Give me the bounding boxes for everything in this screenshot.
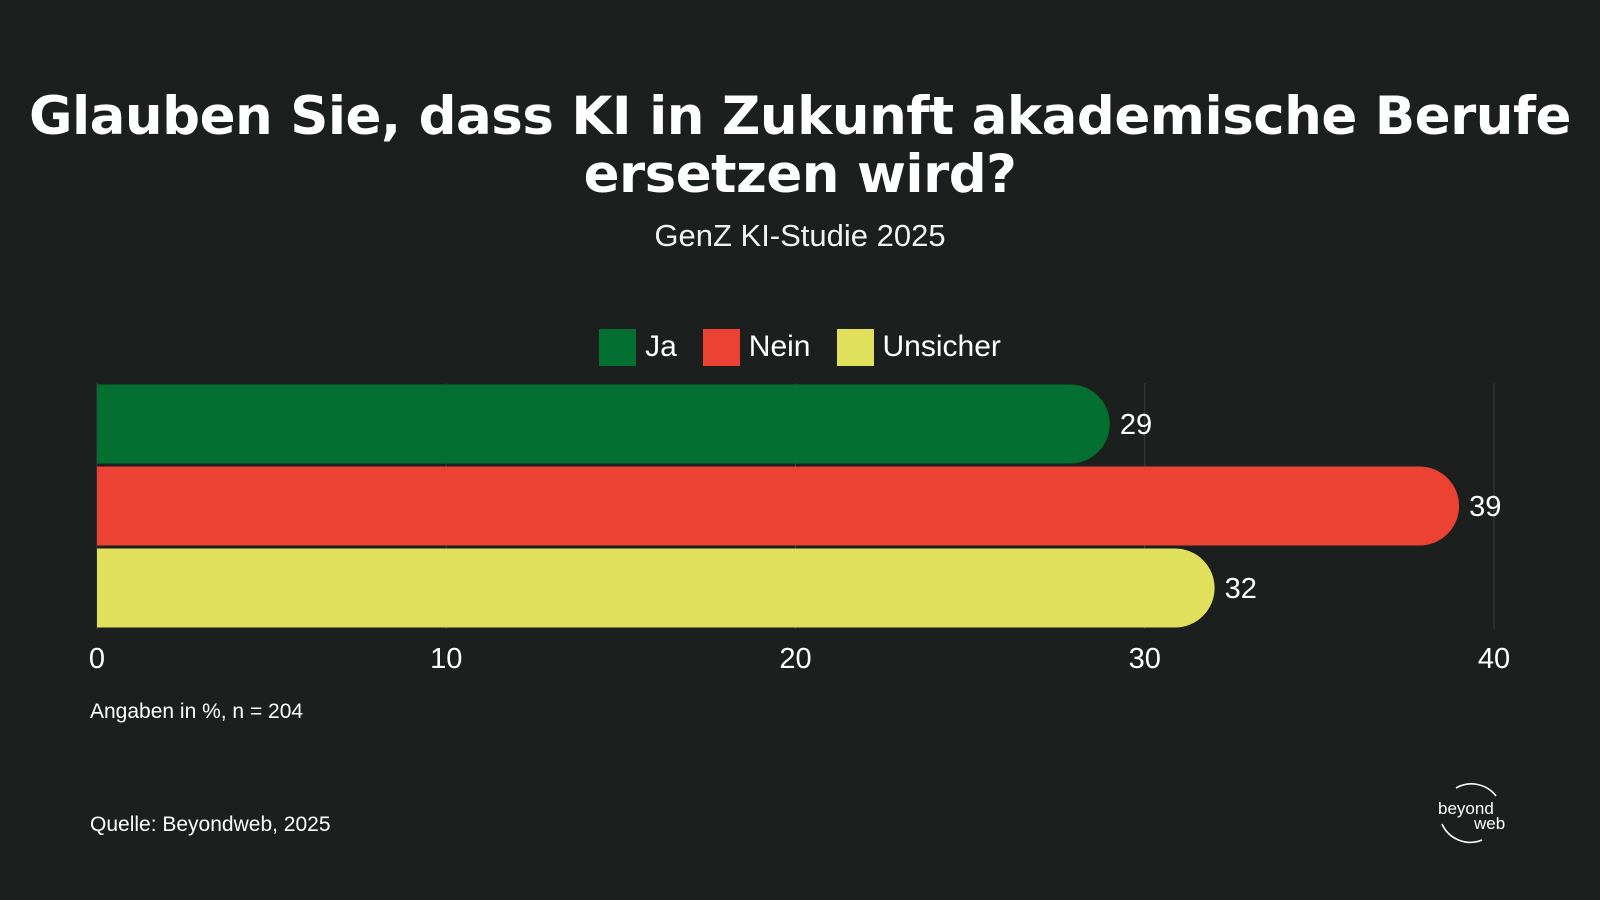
bar-unsicher — [97, 548, 1215, 628]
legend-label-nein: Nein — [748, 330, 811, 363]
x-tick-label-20: 20 — [779, 643, 811, 675]
chart-title: Glauben Sie, dass KI in Zukunft akademis… — [28, 86, 1572, 205]
chart-legend: Ja Nein Unsicher — [0, 328, 1600, 366]
bar-ja — [97, 384, 1110, 464]
legend-swatch-ja — [599, 328, 637, 366]
legend-label-ja: Ja — [645, 330, 677, 363]
logo-text-web: web — [1474, 814, 1506, 833]
beyondweb-logo: beyond web — [1432, 778, 1512, 844]
bar-value-label-ja: 29 — [1120, 409, 1152, 441]
x-tick-label-0: 0 — [89, 643, 105, 675]
bar-value-label-nein: 39 — [1469, 491, 1501, 523]
logo-text-beyond: beyond — [1438, 799, 1494, 818]
legend-item-unsicher: Unsicher — [836, 328, 1001, 366]
bar-value-label-unsicher: 32 — [1225, 573, 1257, 605]
legend-label-unsicher: Unsicher — [882, 330, 1001, 363]
legend-item-nein: Nein — [702, 328, 811, 366]
legend-swatch-unsicher — [836, 328, 874, 366]
x-tick-label-10: 10 — [430, 643, 462, 675]
x-tick-label-30: 30 — [1129, 643, 1161, 675]
legend-swatch-nein — [702, 328, 740, 366]
chart-source: Quelle: Beyondweb, 2025 — [90, 813, 331, 836]
chart-note: Angaben in %, n = 204 — [90, 700, 304, 723]
x-tick-label-40: 40 — [1478, 643, 1510, 675]
legend-item-ja: Ja — [599, 328, 677, 366]
chart-subtitle: GenZ KI-Studie 2025 — [654, 218, 946, 253]
bar-nein — [97, 466, 1460, 546]
logo-arc-icon — [1441, 783, 1497, 844]
